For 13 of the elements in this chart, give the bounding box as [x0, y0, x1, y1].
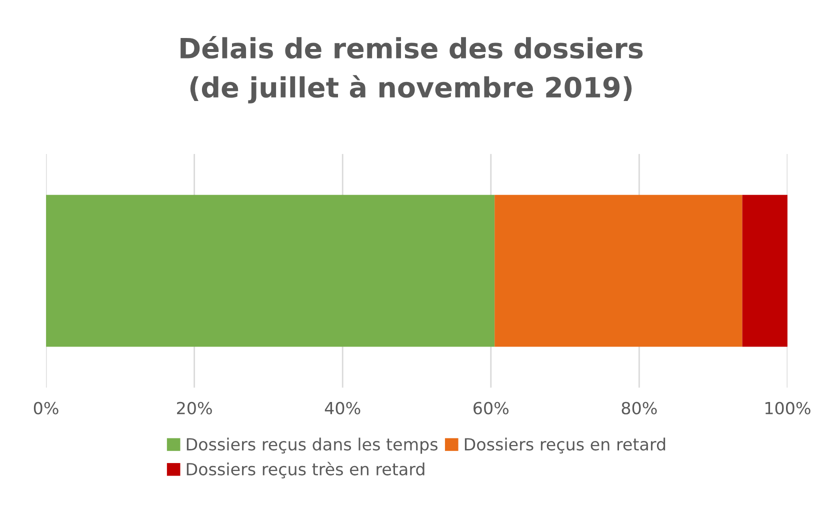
legend-label: Dossiers reçus dans les temps [186, 438, 438, 454]
bar [46, 194, 495, 347]
x-tick-label: 40% [324, 402, 360, 414]
x-tick-label: 20% [177, 402, 212, 414]
legend-label: Dossiers reçus en retard [464, 438, 666, 454]
legend-label: Dossiers reçus très en retard [186, 462, 424, 478]
bar [494, 194, 742, 347]
bar [742, 194, 788, 347]
x-tick-label: 100% [765, 402, 810, 414]
x-tick-label: 0% [34, 402, 58, 414]
x-tick-label: 60% [474, 402, 508, 414]
x-tick-label: 80% [622, 402, 657, 414]
chart-title: Délais de remise des dossiers (de juillet à novembre 2019) [180, 36, 643, 104]
